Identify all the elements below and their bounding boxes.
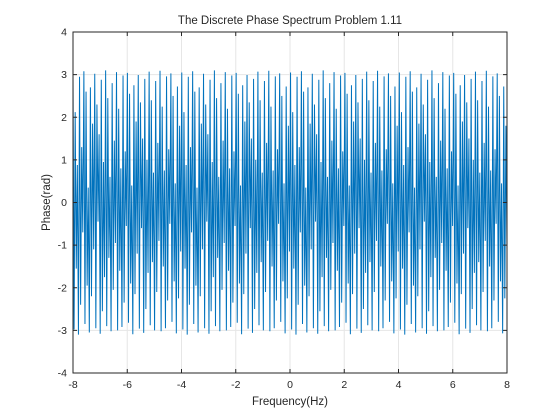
x-tick-label: -4 (177, 379, 186, 391)
x-tick-label: 2 (341, 379, 347, 391)
x-tick-label: -2 (231, 379, 240, 391)
y-tick-label: 2 (61, 112, 67, 124)
y-tick-label: 1 (61, 154, 67, 166)
x-tick-label: -8 (68, 379, 77, 391)
y-tick-label: 0 (61, 197, 67, 209)
y-axis-label: Phase(rad) (41, 174, 53, 231)
y-tick-label: -3 (58, 325, 67, 337)
y-tick-label: -1 (58, 240, 67, 252)
x-axis-label: Frequency(Hz) (252, 396, 328, 408)
x-tick-label: -6 (123, 379, 132, 391)
y-tick-label: -4 (58, 368, 67, 380)
tick-marks (72, 31, 508, 374)
x-tick-label: 4 (396, 379, 402, 391)
y-tick-label: 4 (61, 27, 67, 39)
x-tick-label: 6 (450, 379, 456, 391)
x-tick-labels: -8 -6 -4 -2 0 2 4 6 8 (68, 379, 510, 391)
y-tick-label: -2 (58, 282, 67, 294)
y-tick-label: 3 (61, 69, 67, 81)
chart-title: The Discrete Phase Spectrum Problem 1.11 (178, 15, 402, 27)
phase-line (72, 70, 508, 335)
x-tick-label: 8 (504, 379, 510, 391)
phase-series (72, 70, 508, 335)
y-tick-labels: -4 -3 -2 -1 0 1 2 3 4 (58, 27, 68, 380)
x-tick-label: 0 (287, 379, 293, 391)
